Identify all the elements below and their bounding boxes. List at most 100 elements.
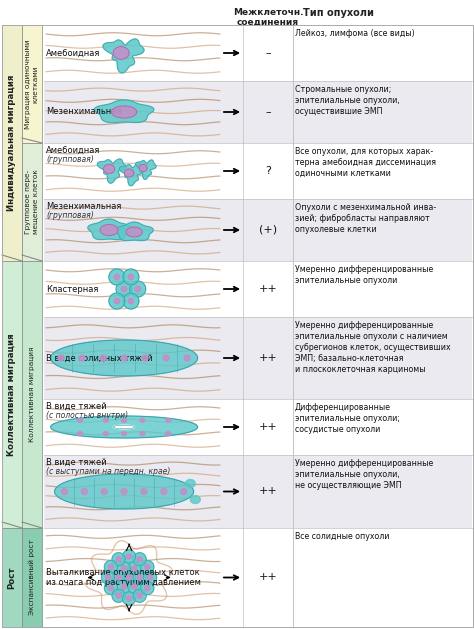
Text: (с полостью внутри): (с полостью внутри) — [46, 411, 128, 420]
Bar — [44, 143, 472, 199]
Polygon shape — [112, 571, 125, 584]
Polygon shape — [103, 165, 115, 174]
Text: (групповая): (групповая) — [46, 155, 94, 164]
Bar — [22, 528, 42, 627]
Polygon shape — [108, 586, 114, 591]
Polygon shape — [123, 269, 139, 285]
Polygon shape — [127, 554, 132, 559]
Text: Тип опухоли: Тип опухоли — [303, 8, 374, 18]
Polygon shape — [145, 564, 150, 570]
Text: Мезенхимальная: Мезенхимальная — [46, 108, 121, 116]
Polygon shape — [141, 581, 154, 594]
Polygon shape — [163, 355, 169, 361]
Polygon shape — [121, 286, 127, 292]
Polygon shape — [112, 553, 125, 566]
Polygon shape — [141, 489, 147, 494]
Polygon shape — [119, 164, 144, 186]
Text: Коллективная миграция: Коллективная миграция — [29, 347, 35, 442]
Text: В виде тяжей: В виде тяжей — [46, 458, 107, 467]
Polygon shape — [139, 164, 147, 172]
Polygon shape — [117, 580, 130, 593]
Polygon shape — [105, 575, 111, 580]
Polygon shape — [126, 227, 142, 237]
Text: Умеренно дифференцированные
эпителиальные опухоли: Умеренно дифференцированные эпителиальны… — [295, 265, 433, 285]
Polygon shape — [82, 489, 87, 494]
Polygon shape — [190, 496, 201, 503]
Polygon shape — [128, 580, 141, 593]
Polygon shape — [109, 269, 125, 285]
Text: Все солидные опухоли: Все солидные опухоли — [295, 532, 390, 541]
Bar — [44, 455, 472, 528]
Text: ++: ++ — [259, 353, 277, 363]
Polygon shape — [137, 557, 142, 562]
Polygon shape — [144, 571, 157, 584]
Polygon shape — [108, 564, 114, 570]
Polygon shape — [128, 274, 134, 280]
Polygon shape — [140, 431, 145, 436]
Polygon shape — [121, 565, 127, 571]
Text: ?: ? — [265, 166, 271, 176]
Polygon shape — [78, 418, 82, 423]
Text: Умеренно дифференцированные
эпителиальные опухоли,
не осуществляющие ЭМП: Умеренно дифференцированные эпителиальны… — [295, 459, 433, 490]
Bar — [44, 261, 472, 317]
Polygon shape — [132, 584, 137, 589]
Polygon shape — [133, 553, 146, 566]
Text: Умеренно дифференцированные
эпителиальные опухоли с наличием
субрегионов клеток,: Умеренно дифференцированные эпителиальны… — [295, 321, 451, 374]
Polygon shape — [135, 286, 140, 292]
Polygon shape — [122, 550, 136, 563]
Text: ++: ++ — [259, 486, 277, 496]
Polygon shape — [104, 581, 118, 594]
Polygon shape — [181, 489, 187, 494]
Bar — [44, 25, 472, 81]
Polygon shape — [116, 575, 121, 580]
Text: (+): (+) — [259, 225, 277, 235]
Bar — [44, 199, 472, 261]
Polygon shape — [88, 219, 130, 240]
Polygon shape — [122, 592, 136, 605]
Polygon shape — [136, 160, 156, 179]
Text: Групповое пере-
мещение клеток: Групповое пере- мещение клеток — [26, 170, 38, 235]
Polygon shape — [114, 298, 120, 304]
Text: Рост: Рост — [8, 566, 17, 589]
Bar — [44, 528, 472, 627]
Text: Мезенхимальная: Мезенхимальная — [46, 202, 121, 211]
Text: Опухоли с мезенхимальной инва-
зией; фибробласты направляют
опухолевые клетки: Опухоли с мезенхимальной инва- зией; фиб… — [295, 203, 436, 234]
Polygon shape — [123, 293, 139, 309]
Text: Амебоидная: Амебоидная — [46, 146, 100, 155]
Polygon shape — [55, 474, 193, 509]
Polygon shape — [185, 479, 195, 487]
Polygon shape — [127, 596, 132, 601]
Polygon shape — [94, 100, 154, 123]
Polygon shape — [78, 431, 82, 436]
Polygon shape — [113, 425, 135, 429]
Polygon shape — [128, 562, 141, 575]
Polygon shape — [121, 489, 127, 494]
Text: В виде солидных тяжей: В виде солидных тяжей — [46, 353, 153, 362]
Text: ++: ++ — [259, 422, 277, 432]
Polygon shape — [145, 586, 150, 591]
Text: Стромальные опухоли;
эпителиальные опухоли,
осуществившие ЭМП: Стромальные опухоли; эпителиальные опухо… — [295, 85, 400, 116]
Polygon shape — [104, 560, 118, 574]
Bar — [22, 143, 42, 261]
Bar — [2, 261, 22, 528]
Polygon shape — [100, 225, 118, 235]
Text: (групповая): (групповая) — [46, 211, 94, 220]
Polygon shape — [115, 222, 153, 241]
Polygon shape — [140, 418, 145, 423]
Text: Кластерная: Кластерная — [46, 284, 99, 294]
Polygon shape — [79, 355, 85, 361]
Polygon shape — [127, 575, 132, 580]
Bar — [22, 261, 42, 528]
Polygon shape — [137, 575, 142, 580]
Text: Лейкоз, лимфома (все виды): Лейкоз, лимфома (все виды) — [295, 29, 415, 38]
Polygon shape — [161, 489, 167, 494]
Text: Индивидуальная миграция: Индивидуальная миграция — [8, 75, 17, 211]
Polygon shape — [133, 589, 146, 603]
Polygon shape — [166, 418, 171, 423]
Text: Коллективная миграция: Коллективная миграция — [8, 333, 17, 456]
Polygon shape — [109, 293, 125, 309]
Bar — [2, 528, 22, 627]
Text: Все опухоли, для которых харак-
терна амебоидная диссеминация
одиночными клеткам: Все опухоли, для которых харак- терна ам… — [295, 147, 436, 178]
Polygon shape — [116, 593, 121, 598]
Text: Выталкивание опухолевых клеток
из очага под растущим давлением: Выталкивание опухолевых клеток из очага … — [46, 568, 201, 587]
